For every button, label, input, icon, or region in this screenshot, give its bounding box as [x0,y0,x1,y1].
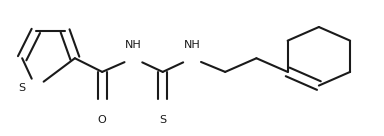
Text: NH: NH [125,40,142,50]
Text: NH: NH [184,40,200,50]
Text: O: O [98,115,107,125]
Text: S: S [159,115,166,125]
Text: S: S [18,83,25,92]
